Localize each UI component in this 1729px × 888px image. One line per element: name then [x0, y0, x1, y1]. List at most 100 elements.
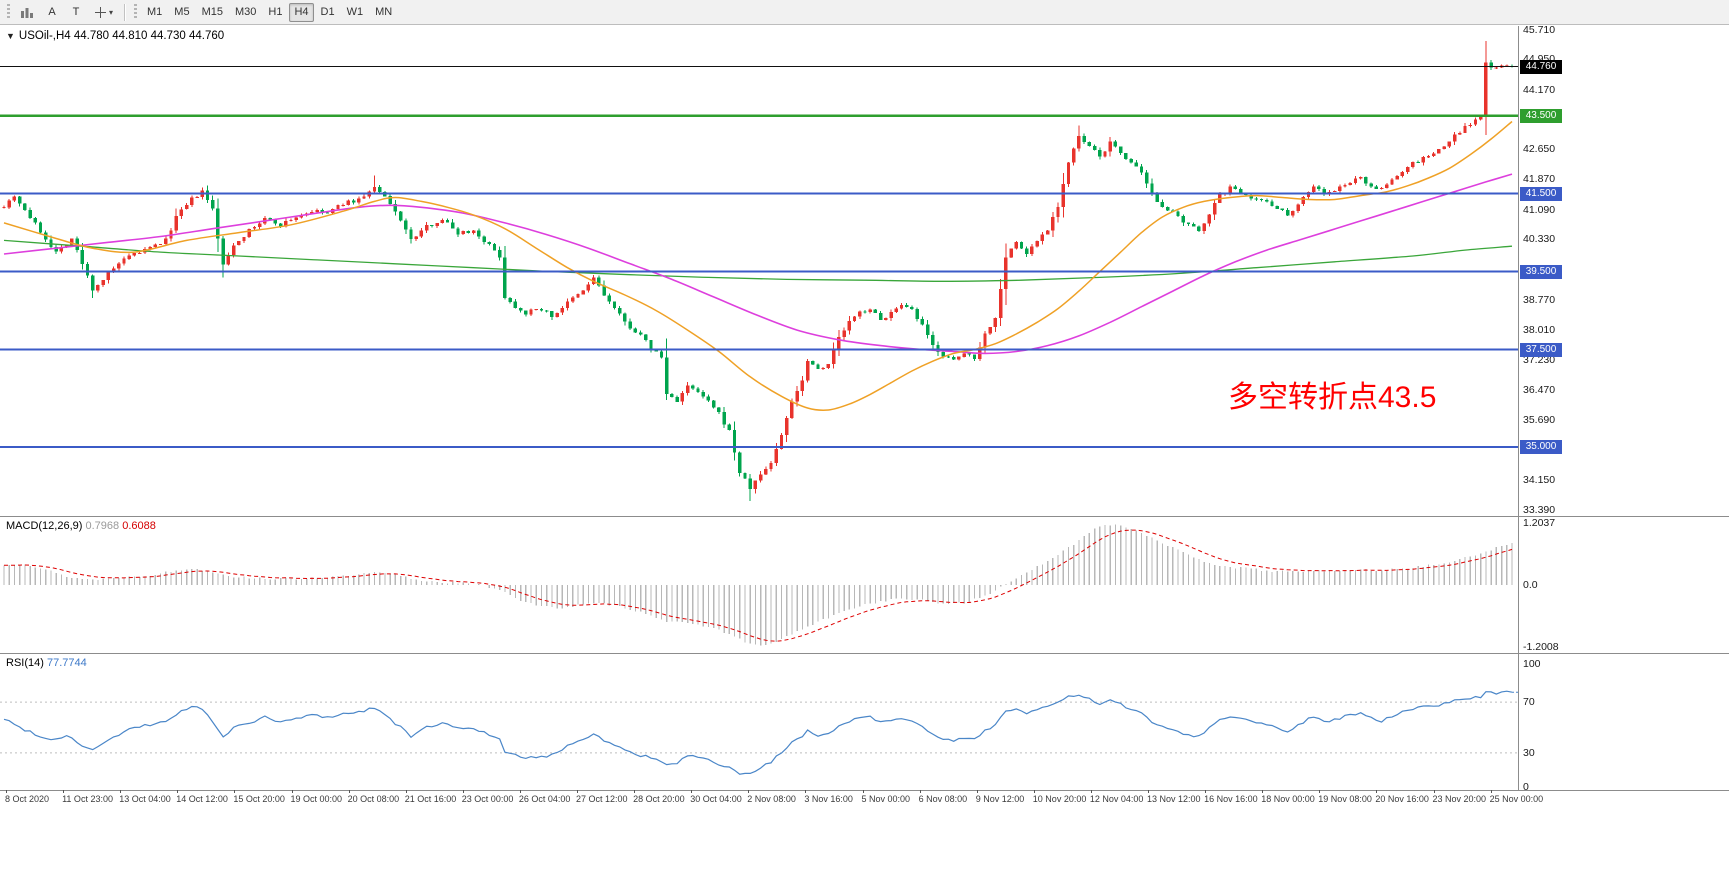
time-axis-label: 2 Nov 08:00: [747, 794, 796, 804]
rsi-label-text: RSI(14): [6, 657, 44, 669]
time-axis-tick: [919, 790, 921, 793]
time-axis-tick: [1090, 790, 1092, 793]
macd-indicator-canvas[interactable]: [0, 517, 1518, 653]
chart-bottom-border: [0, 790, 1729, 791]
timeframe-h4-button[interactable]: H4: [289, 2, 314, 22]
time-axis-label: 23 Nov 20:00: [1432, 794, 1487, 804]
rsi-indicator-canvas[interactable]: [0, 654, 1518, 791]
time-axis-tick: [348, 790, 350, 793]
price-axis-label: 40.330: [1523, 233, 1556, 246]
ma-mid-line: [3, 173, 1513, 355]
time-axis-tick: [1433, 790, 1435, 793]
rsi-axis-label: 30: [1523, 746, 1535, 759]
macd-histogram: [3, 524, 1513, 646]
time-axis-tick: [405, 790, 407, 793]
price-axis-separator: [1518, 26, 1519, 791]
toolbar-separator: [124, 3, 126, 21]
timeframe-m15-button[interactable]: M15: [197, 3, 228, 22]
rsi-axis-label: 100: [1523, 658, 1541, 670]
time-axis-label: 19 Oct 00:00: [290, 794, 343, 804]
time-axis-label: 14 Oct 12:00: [176, 794, 228, 804]
timeframe-mn-button[interactable]: MN: [370, 3, 397, 22]
dropdown-arrow-icon: ▾: [109, 7, 114, 17]
time-axis-label: 25 Nov 00:00: [1489, 794, 1544, 804]
price-badge: 37.500: [1520, 342, 1562, 357]
pane-separator[interactable]: [0, 516, 1729, 517]
ma-slow-line: [3, 239, 1513, 282]
macd-signal-value: 0.6088: [122, 520, 156, 532]
time-axis-label: 20 Nov 16:00: [1375, 794, 1429, 804]
macd-signal-line: [3, 529, 1513, 642]
price-axis-label: 38.770: [1523, 294, 1556, 306]
toolbar-grip[interactable]: [7, 4, 10, 20]
symbol-ohlc-values: 44.780 44.810 44.730 44.760: [73, 30, 225, 42]
toolbar: A T ▾ M1 M5 M15 M30 H1 H4 D1 W1 MN: [0, 0, 1729, 25]
timeframe-m1-button[interactable]: M1: [142, 3, 167, 22]
time-axis-tick: [862, 790, 864, 793]
time-axis-tick: [462, 790, 464, 793]
time-axis-label: 28 Oct 20:00: [633, 794, 685, 804]
price-axis-label: 41.090: [1523, 203, 1556, 216]
time-axis-tick: [1148, 790, 1149, 793]
price-axis-label: 34.150: [1523, 474, 1556, 487]
time-axis-tick: [519, 790, 521, 793]
price-badge: 41.500: [1520, 186, 1562, 201]
time-axis-label: 13 Nov 12:00: [1147, 794, 1201, 804]
macd-axis-label: 1.2037: [1523, 516, 1556, 529]
time-axis-label: 11 Oct 23:00: [62, 794, 113, 804]
time-axis-tick: [1319, 790, 1321, 793]
timeframe-m5-button[interactable]: M5: [169, 3, 194, 22]
time-axis-label: 21 Oct 16:00: [404, 794, 457, 804]
timeframe-d1-button[interactable]: D1: [316, 3, 340, 22]
timeframe-h1-button[interactable]: H1: [263, 3, 287, 22]
chart-bars-tool-button[interactable]: [15, 3, 39, 22]
main-chart-canvas[interactable]: [0, 26, 1518, 516]
price-axis-label: 42.650: [1523, 142, 1556, 155]
crosshair-icon: [95, 6, 106, 18]
time-axis-label: 13 Oct 04:00: [119, 794, 171, 804]
time-axis-label: 30 Oct 04:00: [690, 794, 742, 804]
timeframe-w1-button[interactable]: W1: [342, 3, 369, 22]
crosshair-tool-button[interactable]: ▾: [89, 3, 118, 22]
rsi-indicator-label: RSI(14) 77.7744: [6, 657, 87, 669]
text-tool-button[interactable]: T: [65, 3, 87, 22]
time-axis-tick: [634, 790, 636, 793]
time-axis-tick: [291, 790, 293, 793]
time-axis-tick: [691, 790, 693, 793]
time-axis-tick: [748, 790, 750, 793]
pane-separator[interactable]: [0, 653, 1729, 654]
time-axis-label: 5 Nov 00:00: [861, 794, 911, 804]
time-axis-label: 3 Nov 16:00: [804, 794, 853, 804]
candlestick-series: [2, 41, 1514, 501]
time-axis-tick: [805, 790, 807, 793]
rsi-line: [3, 690, 1513, 775]
chart-symbol-label: ▼ USOil-,H4 44.780 44.810 44.730 44.760: [6, 30, 224, 42]
price-axis-label: 45.710: [1523, 23, 1556, 36]
rsi-axis-label: 70: [1523, 696, 1535, 709]
price-axis-label: 35.690: [1523, 414, 1556, 427]
time-axis-label: 18 Nov 00:00: [1261, 794, 1315, 804]
rsi-value: 77.7744: [46, 657, 87, 669]
ma-fast-line: [3, 120, 1513, 412]
time-axis-tick: [976, 790, 978, 793]
timeframe-m30-button[interactable]: M30: [230, 3, 261, 22]
time-axis: 8 Oct 2020 11 Oct 23:00 13 Oct 04:00 14 Oct…: [0, 790, 1729, 812]
time-axis-tick: [577, 790, 578, 793]
toolbar-grip[interactable]: [134, 4, 138, 20]
symbol-dropdown-caret-icon[interactable]: ▼: [6, 31, 15, 41]
price-axis-label: 37.230: [1523, 354, 1556, 367]
price-axis-label: 33.390: [1523, 503, 1556, 516]
time-axis-label: 9 Nov 12:00: [975, 794, 1025, 804]
chart-annotation-text[interactable]: 多空转折点43.5: [1228, 381, 1437, 414]
bar-chart-icon: [21, 7, 33, 18]
time-axis-label: 16 Nov 16:00: [1204, 794, 1258, 804]
price-axis-label: 36.470: [1523, 383, 1556, 396]
price-axis-label: 41.870: [1523, 173, 1556, 186]
time-axis-label: 20 Oct 08:00: [347, 794, 400, 804]
arrow-style-tool-button[interactable]: A: [41, 3, 63, 22]
macd-label-text: MACD(12,26,9): [6, 520, 83, 532]
time-axis-tick: [177, 790, 179, 793]
time-axis-label: 27 Oct 12:00: [576, 794, 628, 804]
time-axis-label: 10 Nov 20:00: [1032, 794, 1087, 804]
